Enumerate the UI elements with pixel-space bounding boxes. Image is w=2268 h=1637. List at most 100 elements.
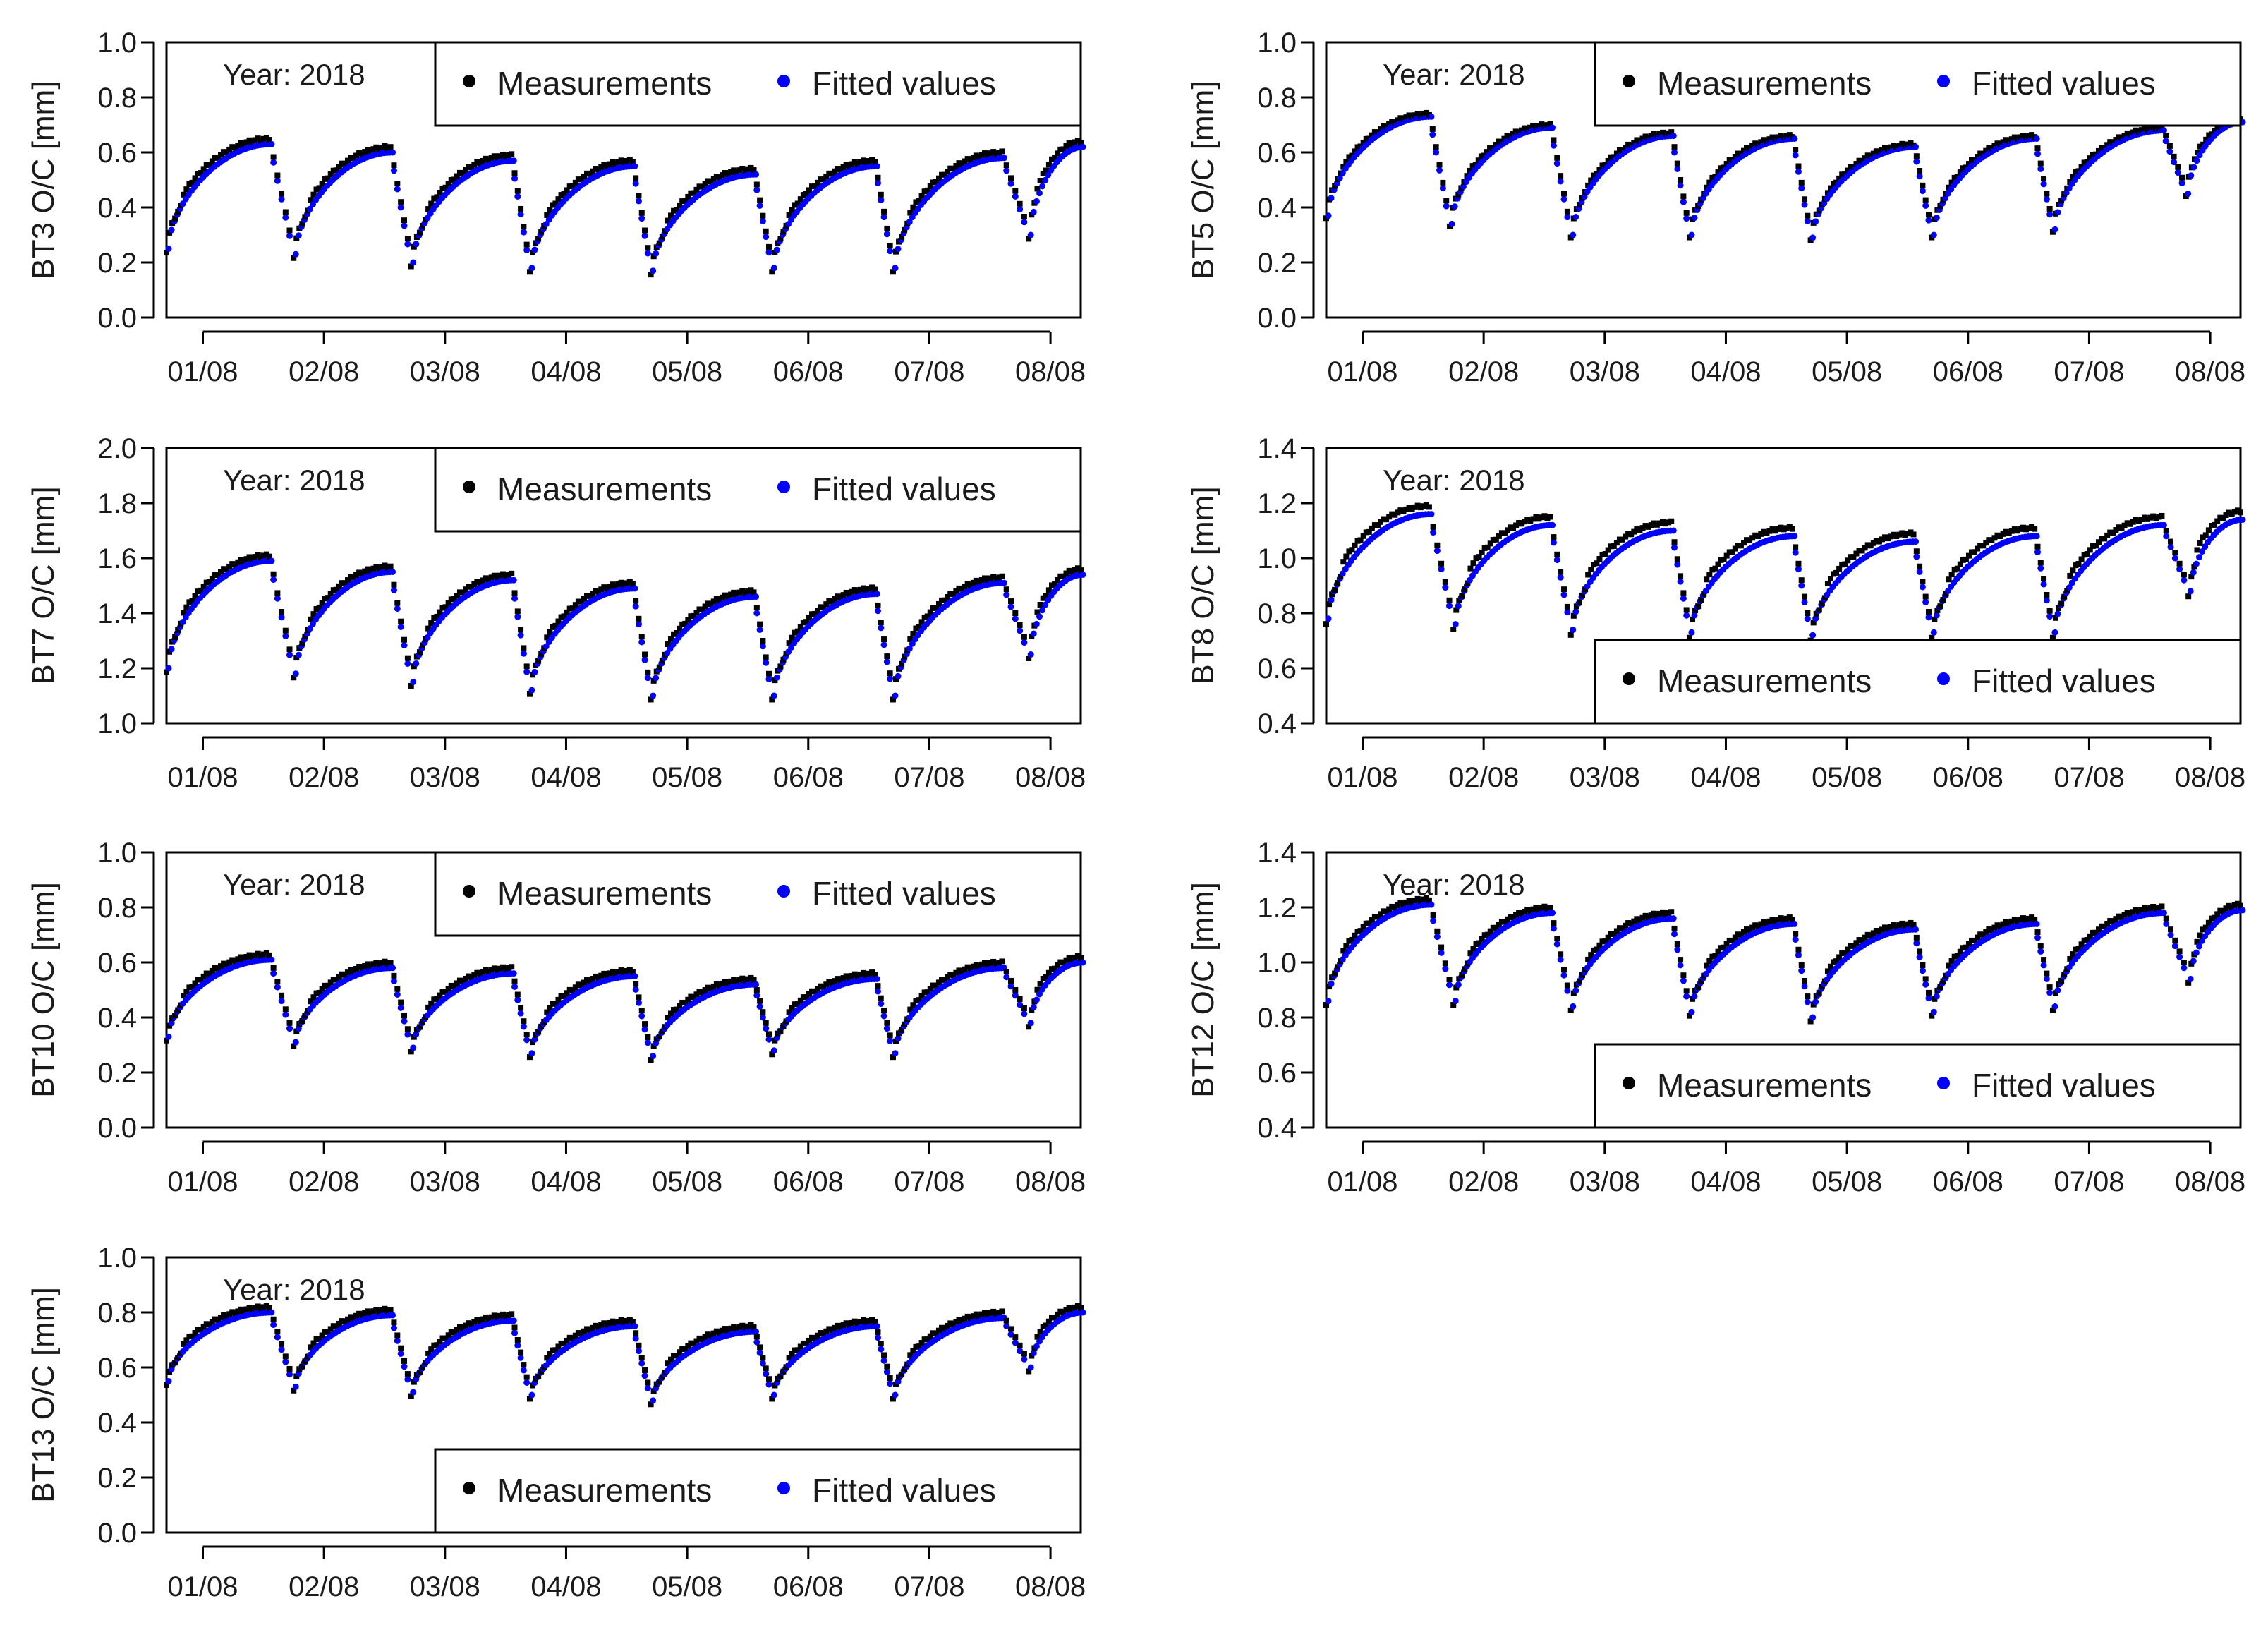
- measurement-point: [241, 955, 247, 962]
- measurement-point: [1899, 530, 1905, 536]
- measurement-point: [411, 1034, 417, 1040]
- measurement-point: [1605, 934, 1611, 941]
- measurement-point: [1965, 552, 1972, 559]
- fitted-point: [1688, 231, 1695, 238]
- measurement-point: [2011, 917, 2018, 923]
- measurement-point: [708, 1332, 714, 1339]
- measurement-point: [514, 1337, 521, 1343]
- measurement-point: [823, 981, 830, 988]
- measurement-point: [391, 1319, 397, 1326]
- fitted-point: [270, 159, 277, 166]
- measurement-point: [1922, 197, 1929, 203]
- measurement-point: [1354, 929, 1361, 935]
- measurement-point: [1383, 909, 1390, 915]
- fitted-point: [2046, 211, 2054, 218]
- measurement-point: [587, 593, 593, 599]
- measurement-point: [547, 207, 553, 213]
- measurement-point: [2078, 164, 2085, 170]
- measurement-point: [1752, 922, 1759, 929]
- measurement-point: [2176, 948, 2183, 955]
- fitted-point: [1913, 940, 1920, 947]
- measurement-point: [454, 1327, 460, 1333]
- fitted-point: [1670, 133, 1677, 140]
- measurement-point: [1891, 922, 1897, 929]
- fitted-point: [1564, 987, 1571, 994]
- fitted-point: [1036, 190, 1043, 197]
- measurement-point: [1326, 601, 1333, 608]
- measurement-point: [494, 155, 500, 161]
- measurement-point: [1063, 1307, 1069, 1313]
- measurement-point: [2052, 615, 2058, 621]
- measurement-point: [454, 593, 460, 599]
- measurement-point: [803, 619, 809, 625]
- fitted-point: [1798, 185, 1805, 192]
- x-tick-label: 04/08: [530, 1166, 601, 1197]
- measurement-point: [1397, 507, 1404, 514]
- measurement-point: [699, 606, 705, 612]
- fitted-point: [1550, 142, 1557, 149]
- measurement-point: [1991, 535, 1998, 541]
- measurement-point: [648, 1057, 654, 1063]
- fitted-point: [1572, 987, 1579, 994]
- measurement-point: [2070, 174, 2076, 180]
- measurement-point: [1989, 537, 1995, 543]
- fitted-point: [635, 621, 642, 628]
- measurement-point: [584, 593, 590, 599]
- fitted-point: [641, 656, 648, 663]
- fitted-point: [510, 576, 517, 584]
- fitted-point: [650, 267, 657, 274]
- data-points: [1323, 109, 2246, 243]
- measurement-point: [183, 604, 190, 610]
- measurement-point: [291, 255, 297, 261]
- measurement-point: [379, 144, 385, 150]
- measurement-point: [2220, 908, 2226, 914]
- measurement-point: [1816, 989, 1822, 996]
- measurement-point: [769, 1396, 775, 1402]
- measurement-point: [241, 1307, 247, 1314]
- measurement-point: [854, 588, 861, 595]
- measurement-point: [967, 582, 974, 588]
- measurement-point: [1008, 175, 1014, 181]
- measurement-point: [365, 961, 371, 967]
- measurement-point: [837, 977, 844, 983]
- measurement-point: [708, 601, 714, 608]
- measurement-point: [218, 569, 224, 575]
- measurement-point: [411, 663, 417, 670]
- measurement-point: [728, 978, 734, 984]
- fitted-point: [1919, 584, 1926, 591]
- fitted-point: [895, 672, 902, 679]
- measurement-point: [535, 1373, 542, 1379]
- measurement-point: [373, 564, 380, 570]
- fitted-point: [404, 660, 411, 667]
- measurement-point: [745, 166, 751, 172]
- x-tick-label: 07/08: [2054, 1166, 2124, 1197]
- measurement-point: [2205, 919, 2212, 926]
- x-tick-label: 07/08: [894, 1166, 964, 1197]
- measurement-point: [818, 176, 824, 183]
- measurement-point: [1802, 196, 1808, 203]
- x-tick-label: 02/08: [289, 356, 359, 387]
- measurement-point: [235, 1308, 241, 1315]
- measurement-point: [1605, 157, 1611, 164]
- fitted-point: [528, 687, 535, 694]
- measurement-point: [2214, 911, 2221, 917]
- measurement-point: [745, 976, 751, 982]
- measurement-point: [1052, 1315, 1058, 1321]
- measurement-point: [806, 615, 812, 621]
- fitted-point: [1913, 553, 1920, 560]
- measurement-point: [2166, 143, 2173, 149]
- measurement-point: [1043, 1322, 1049, 1329]
- fitted-point: [2167, 931, 2174, 938]
- measurement-point: [860, 585, 866, 591]
- measurement-point: [1862, 545, 1868, 551]
- measurement-point: [679, 621, 686, 627]
- measurement-point: [815, 608, 821, 614]
- measurement-point: [722, 170, 728, 176]
- measurement-point: [376, 565, 382, 572]
- measurement-point: [927, 986, 933, 992]
- measurement-point: [823, 173, 830, 179]
- measurement-point: [1078, 1305, 1084, 1311]
- measurement-point: [404, 655, 411, 661]
- measurement-point: [2145, 907, 2151, 913]
- fitted-point: [1328, 596, 1335, 603]
